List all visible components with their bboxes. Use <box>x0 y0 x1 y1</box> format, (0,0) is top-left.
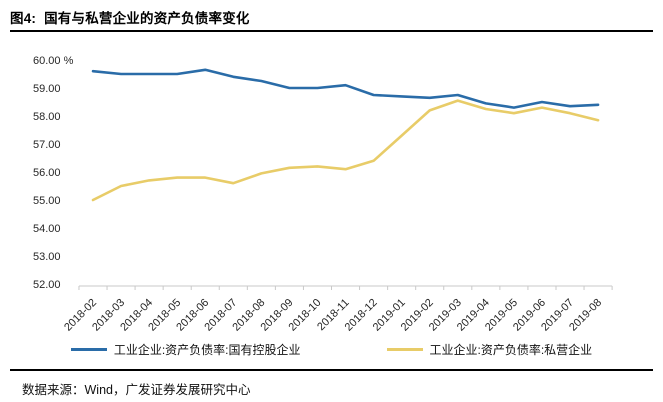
legend-label-private: 工业企业:资产负债率:私营企业 <box>429 343 593 357</box>
private-line-swatch <box>386 348 423 351</box>
y-tick-label: 56.00 <box>33 167 61 179</box>
title-divider <box>10 30 653 32</box>
y-tick-label: 53.00 <box>33 251 61 263</box>
y-tick-label: 52.00 <box>33 279 61 291</box>
figure-number-label: 图4: <box>10 11 37 26</box>
figure-title-text: 国有与私营企业的资产负债率变化 <box>44 11 250 26</box>
y-tick-label: 60.00 % <box>33 55 74 67</box>
legend-item-private: 工业企业:资产负债率:私营企业 <box>386 341 593 358</box>
y-tick-label: 58.00 <box>33 111 61 123</box>
soe-line-swatch <box>70 348 107 351</box>
data-source-note: 数据来源：Wind，广发证券发展研究中心 <box>22 383 251 397</box>
y-tick-label: 59.00 <box>33 83 61 95</box>
legend-label-soe: 工业企业:资产负债率:国有控股企业 <box>113 343 301 357</box>
series-line-0 <box>91 68 600 109</box>
chart-canvas: 60.00 % 59.00 58.00 57.00 56.00 55.00 54.00 53.… <box>33 55 613 334</box>
y-tick-label: 57.00 <box>33 139 61 151</box>
y-tick-label: 54.00 <box>33 223 61 235</box>
footer-divider <box>10 369 653 371</box>
figure-title: 图4: 国有与私营企业的资产负债率变化 <box>10 7 653 27</box>
y-tick-label: 55.00 <box>33 195 61 207</box>
series-line-1 <box>91 99 600 202</box>
line-chart: 60.00 % 59.00 58.00 57.00 56.00 55.00 54.00 53.… <box>0 45 663 341</box>
legend-item-soe: 工业企业:资产负债率:国有控股企业 <box>70 341 301 358</box>
chart-legend: 工业企业:资产负债率:国有控股企业 工业企业:资产负债率:私营企业 <box>0 341 663 358</box>
